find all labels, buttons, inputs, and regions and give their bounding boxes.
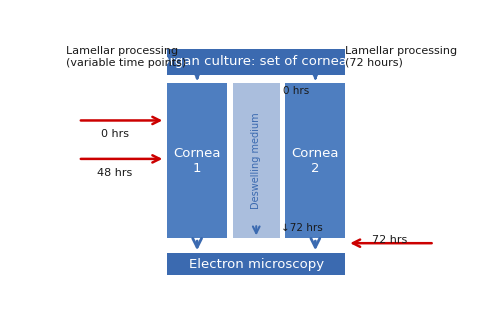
Text: Electron microscopy: Electron microscopy — [188, 258, 324, 271]
Text: 48 hrs: 48 hrs — [97, 167, 132, 177]
Text: Lamellar processing
(72 hours): Lamellar processing (72 hours) — [346, 46, 458, 68]
Text: Organ culture: set of corneas: Organ culture: set of corneas — [159, 55, 354, 68]
Bar — [286, 83, 346, 238]
Bar — [233, 83, 280, 238]
Text: Lamellar processing
(variable time points): Lamellar processing (variable time point… — [66, 46, 186, 68]
Bar — [167, 49, 346, 75]
Text: ↓72 hrs: ↓72 hrs — [280, 223, 322, 233]
Text: 72 hrs: 72 hrs — [372, 234, 408, 244]
Text: Deswelling medium: Deswelling medium — [252, 112, 261, 209]
Text: Cornea
1: Cornea 1 — [174, 147, 221, 175]
Text: 0 hrs: 0 hrs — [101, 129, 129, 139]
Bar — [167, 253, 346, 275]
Text: 0 hrs: 0 hrs — [282, 86, 309, 96]
Text: Cornea
2: Cornea 2 — [292, 147, 339, 175]
Bar — [167, 83, 227, 238]
